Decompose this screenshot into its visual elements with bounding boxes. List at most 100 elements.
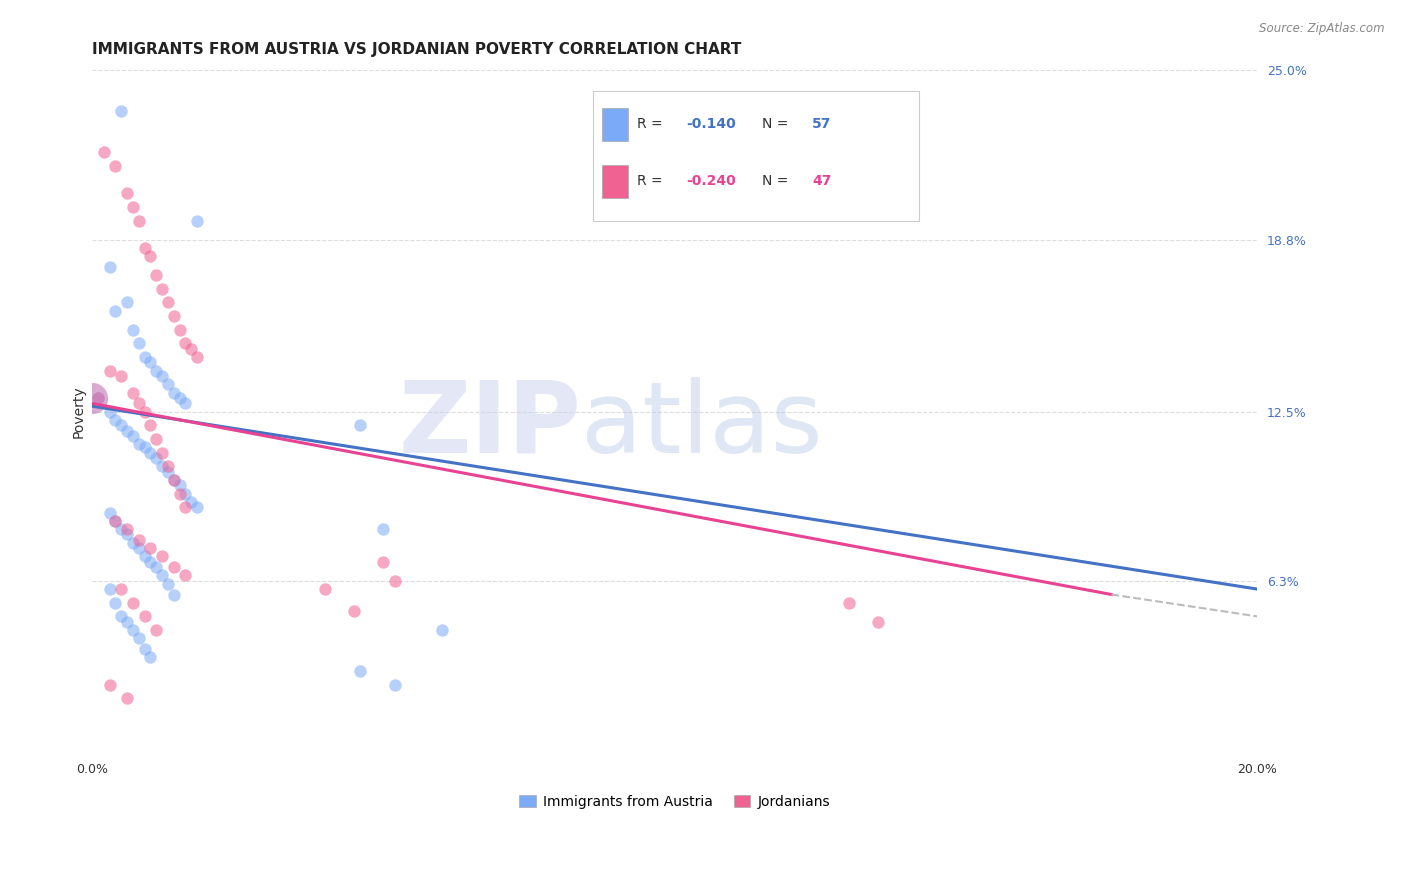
Point (343, 604, 366, 618)
Point (145, 364, 167, 378)
Point (98, 260, 121, 274)
Point (134, 241, 156, 255)
Point (122, 535, 145, 549)
Text: R =: R = (637, 174, 668, 188)
Point (115, 691, 138, 706)
Y-axis label: Poverty: Poverty (72, 385, 86, 438)
Point (145, 623, 167, 637)
Point (174, 396, 197, 410)
Point (156, 377, 179, 392)
Point (150, 568, 173, 582)
Point (115, 527, 138, 541)
Point (122, 623, 145, 637)
Point (98, 404, 121, 418)
Point (122, 385, 145, 400)
Point (139, 555, 162, 569)
Point (115, 424, 138, 438)
Point (104, 596, 127, 610)
Point (115, 522, 138, 536)
Point (174, 500, 197, 515)
Point (128, 533, 150, 547)
Text: R =: R = (637, 117, 668, 131)
Point (156, 459, 179, 474)
Point (169, 486, 191, 500)
Point (128, 541, 150, 555)
Point (134, 350, 156, 364)
Point (98, 506, 121, 520)
Point (349, 664, 371, 678)
Point (174, 568, 197, 582)
FancyBboxPatch shape (602, 108, 628, 141)
Point (180, 342, 202, 356)
Point (110, 104, 132, 119)
Text: N =: N = (762, 117, 793, 131)
FancyBboxPatch shape (602, 165, 628, 198)
Point (186, 213, 208, 227)
Point (87, 391, 110, 405)
Point (145, 432, 167, 446)
Point (868, 615, 890, 629)
Point (163, 385, 186, 400)
Point (139, 249, 162, 263)
Point (384, 574, 406, 588)
Point (156, 465, 179, 479)
Text: 47: 47 (813, 174, 831, 188)
Point (156, 295, 179, 310)
Point (122, 429, 145, 443)
Point (134, 549, 156, 564)
Point (139, 418, 162, 433)
Point (145, 560, 167, 574)
Point (98, 582, 121, 596)
Point (150, 549, 173, 564)
Point (145, 268, 167, 282)
Point (174, 336, 197, 351)
Text: ZIP: ZIP (398, 376, 582, 474)
Point (150, 369, 173, 384)
Point (128, 336, 150, 351)
Point (145, 450, 167, 465)
Text: -0.140: -0.140 (686, 117, 735, 131)
Point (122, 596, 145, 610)
Point (163, 473, 186, 487)
Point (87, 391, 110, 405)
Text: Source: ZipAtlas.com: Source: ZipAtlas.com (1260, 22, 1385, 36)
FancyBboxPatch shape (593, 91, 920, 220)
Point (104, 159, 127, 173)
Point (122, 323, 145, 337)
Point (163, 309, 186, 323)
Point (104, 413, 127, 427)
Point (169, 391, 191, 405)
Point (174, 486, 197, 500)
Point (110, 369, 132, 384)
Point (128, 396, 150, 410)
Point (139, 650, 162, 665)
Point (838, 596, 860, 610)
Point (104, 514, 127, 528)
Point (139, 541, 162, 555)
Text: 57: 57 (813, 117, 831, 131)
Point (110, 522, 132, 536)
Point (186, 500, 208, 515)
Point (104, 514, 127, 528)
Text: N =: N = (762, 174, 793, 188)
Point (134, 440, 156, 454)
Point (384, 677, 406, 691)
Point (110, 609, 132, 624)
Point (169, 323, 191, 337)
Point (373, 555, 395, 569)
Point (349, 418, 371, 433)
Point (163, 560, 186, 574)
Point (314, 582, 336, 596)
Point (110, 418, 132, 433)
Point (128, 213, 150, 227)
Point (82, 391, 104, 405)
Point (134, 609, 156, 624)
Text: IMMIGRANTS FROM AUSTRIA VS JORDANIAN POVERTY CORRELATION CHART: IMMIGRANTS FROM AUSTRIA VS JORDANIAN POV… (93, 42, 741, 57)
Point (139, 355, 162, 369)
Point (150, 459, 173, 474)
Point (373, 522, 395, 536)
Point (110, 582, 132, 596)
Point (115, 615, 138, 629)
Point (163, 473, 186, 487)
Point (430, 623, 453, 637)
